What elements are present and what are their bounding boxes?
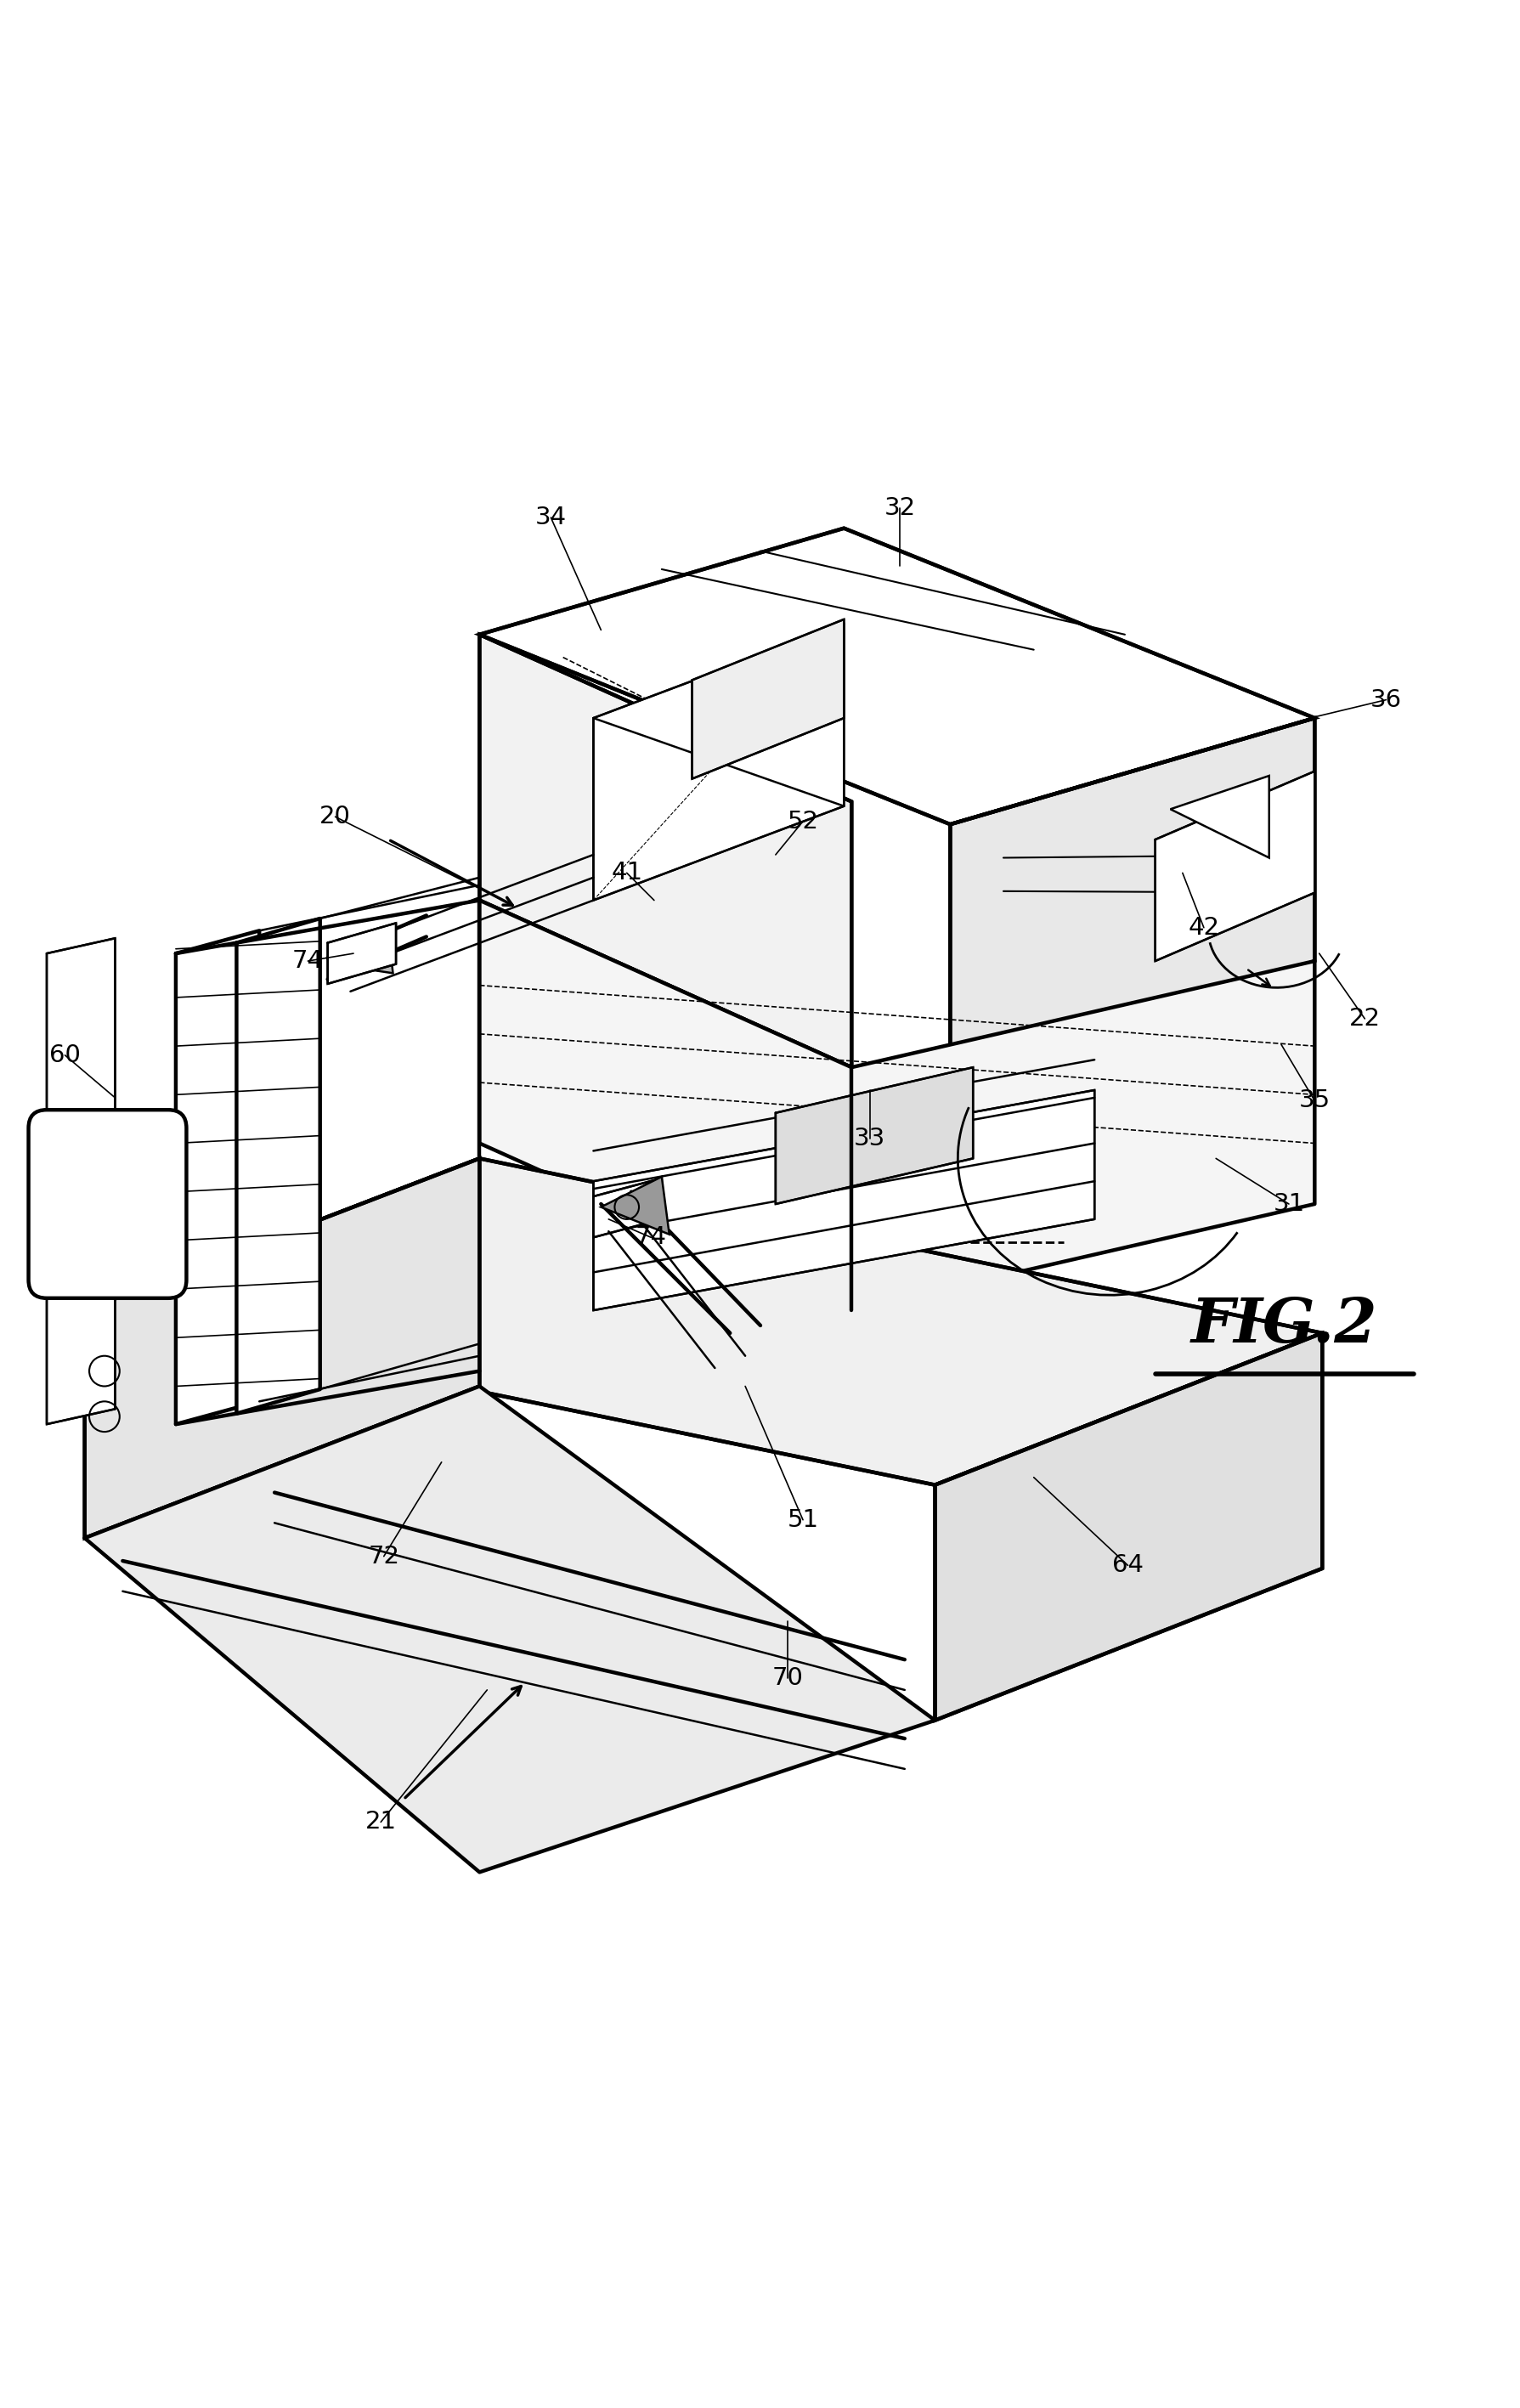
Polygon shape xyxy=(935,1334,1321,1719)
Text: 35: 35 xyxy=(1298,1088,1330,1112)
Polygon shape xyxy=(950,718,1313,1091)
Text: FIG.2: FIG.2 xyxy=(1190,1296,1377,1356)
Polygon shape xyxy=(47,939,116,1423)
Text: 64: 64 xyxy=(1111,1553,1143,1577)
Text: 21: 21 xyxy=(365,1811,397,1835)
Polygon shape xyxy=(85,1387,935,1871)
FancyBboxPatch shape xyxy=(29,1110,187,1298)
Polygon shape xyxy=(176,929,260,1423)
Polygon shape xyxy=(692,619,844,778)
Polygon shape xyxy=(593,1091,1094,1310)
Text: 70: 70 xyxy=(772,1666,803,1690)
Text: 72: 72 xyxy=(368,1544,400,1568)
Text: 41: 41 xyxy=(611,862,643,884)
Polygon shape xyxy=(479,901,1313,1310)
Polygon shape xyxy=(775,1067,973,1204)
Text: 42: 42 xyxy=(1187,915,1219,939)
Text: 60: 60 xyxy=(49,1043,81,1067)
Polygon shape xyxy=(593,1178,661,1238)
Polygon shape xyxy=(237,917,319,1413)
Text: 74: 74 xyxy=(292,949,324,973)
Polygon shape xyxy=(479,527,1313,824)
Polygon shape xyxy=(85,1158,1321,1486)
Polygon shape xyxy=(327,922,395,985)
Text: 33: 33 xyxy=(853,1127,885,1151)
Polygon shape xyxy=(479,636,851,1067)
Text: 52: 52 xyxy=(787,809,818,833)
Polygon shape xyxy=(1170,775,1268,857)
Polygon shape xyxy=(600,1178,669,1235)
Polygon shape xyxy=(1155,771,1313,961)
Polygon shape xyxy=(593,624,844,901)
Text: 62: 62 xyxy=(79,1211,111,1235)
Text: 20: 20 xyxy=(319,804,351,828)
Text: 32: 32 xyxy=(883,496,915,520)
Text: 31: 31 xyxy=(1272,1192,1304,1216)
Text: 51: 51 xyxy=(787,1507,818,1531)
Text: 34: 34 xyxy=(535,506,567,530)
Polygon shape xyxy=(331,934,392,973)
Text: 36: 36 xyxy=(1370,689,1401,713)
Polygon shape xyxy=(85,1158,479,1539)
Text: 22: 22 xyxy=(1348,1007,1380,1031)
Text: 74: 74 xyxy=(635,1226,666,1250)
